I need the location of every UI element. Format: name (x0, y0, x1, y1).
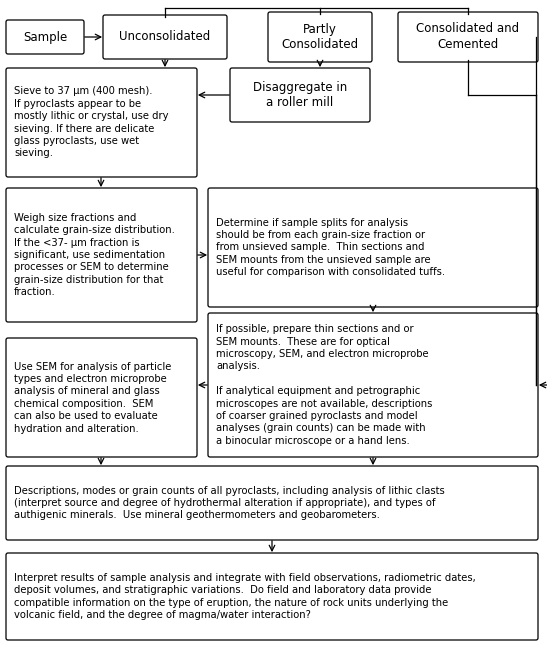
FancyBboxPatch shape (6, 20, 84, 54)
Text: Weigh size fractions and
calculate grain-size distribution.
If the <37- μm fract: Weigh size fractions and calculate grain… (14, 213, 175, 297)
Text: Sieve to 37 μm (400 mesh).
If pyroclasts appear to be
mostly lithic or crystal, : Sieve to 37 μm (400 mesh). If pyroclasts… (14, 86, 168, 159)
Text: Consolidated and
Cemented: Consolidated and Cemented (416, 23, 520, 52)
FancyBboxPatch shape (268, 12, 372, 62)
FancyBboxPatch shape (6, 553, 538, 640)
FancyBboxPatch shape (6, 188, 197, 322)
Text: Determine if sample splits for analysis
should be from each grain-size fraction : Determine if sample splits for analysis … (216, 218, 445, 277)
FancyBboxPatch shape (398, 12, 538, 62)
FancyBboxPatch shape (6, 338, 197, 457)
FancyBboxPatch shape (6, 466, 538, 540)
Text: Sample: Sample (23, 30, 67, 43)
FancyBboxPatch shape (208, 188, 538, 307)
Text: Unconsolidated: Unconsolidated (119, 30, 211, 43)
FancyBboxPatch shape (6, 68, 197, 177)
Text: If possible, prepare thin sections and or
SEM mounts.  These are for optical
mic: If possible, prepare thin sections and o… (216, 324, 432, 446)
Text: Interpret results of sample analysis and integrate with field observations, radi: Interpret results of sample analysis and… (14, 573, 476, 620)
Text: Descriptions, modes or grain counts of all pyroclasts, including analysis of lit: Descriptions, modes or grain counts of a… (14, 486, 445, 521)
FancyBboxPatch shape (230, 68, 370, 122)
FancyBboxPatch shape (208, 313, 538, 457)
FancyBboxPatch shape (103, 15, 227, 59)
Text: Use SEM for analysis of particle
types and electron microprobe
analysis of miner: Use SEM for analysis of particle types a… (14, 361, 171, 433)
Text: Disaggregate in
a roller mill: Disaggregate in a roller mill (253, 81, 347, 110)
Text: Partly
Consolidated: Partly Consolidated (282, 23, 359, 52)
